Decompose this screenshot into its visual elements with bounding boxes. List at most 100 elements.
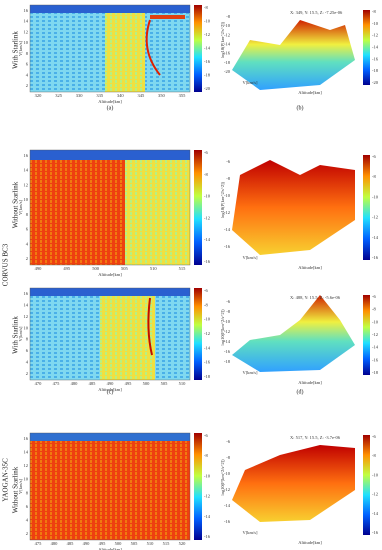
x-tick-label: 330 (76, 93, 84, 98)
x-axis-label: Altitude[km] (98, 387, 122, 392)
y-axis-label: V[km/s] (18, 479, 23, 495)
x-axis-label: Altitude[km] (98, 99, 122, 104)
x-tick-label: 485 (67, 541, 75, 546)
z-tick-label: -16 (224, 349, 231, 354)
colorbar (194, 433, 202, 540)
x-axis-label: Altitude[km] (298, 540, 322, 545)
colorbar-tick-label: -12 (372, 215, 378, 220)
colorbar-tick-label: -6 (204, 150, 208, 155)
z-tick-label: -6 (226, 439, 230, 444)
colorbar (194, 288, 202, 380)
colorbar-tick-label: -14 (204, 46, 211, 51)
y-tick-label: 10 (24, 197, 29, 202)
x-tick-label: 320 (35, 93, 43, 98)
y-tick-label: 8 (26, 212, 29, 217)
colorbar-tick-label: -8 (372, 307, 376, 312)
colorbar-tick-label: -18 (204, 73, 211, 78)
x-tick-label: 505 (121, 266, 129, 271)
y-tick-label: 16 (24, 291, 29, 296)
z-tick-label: -20 (224, 69, 231, 74)
x-tick-label: 495 (99, 541, 107, 546)
z-tick-label: -10 (224, 193, 231, 198)
y-tick-label: 2 (26, 371, 28, 376)
heatmap-art (30, 5, 190, 540)
z-tick-label: -14 (224, 339, 231, 344)
y-tick-label: 16 (24, 153, 29, 158)
colorbar-tick-label: -12 (372, 33, 378, 38)
x-tick-label: 480 (51, 541, 59, 546)
y-axis-label: V[km/s] (243, 530, 259, 535)
caption: (c) (107, 388, 114, 395)
x-tick-label: 505 (161, 381, 169, 386)
x-tick-label: 500 (115, 541, 123, 546)
z-tick-label: -12 (224, 32, 230, 37)
colorbar-tick-label: -8 (204, 5, 208, 10)
plot-frame (29, 149, 191, 266)
colorbar-tick-label: -16 (204, 259, 211, 264)
colorbar-tick-label: -6 (372, 154, 376, 159)
z-tick-label: -10 (224, 23, 231, 28)
colorbar-tick-label: -20 (372, 80, 379, 85)
x-tick-label: 505 (131, 541, 139, 546)
colorbar (363, 155, 370, 260)
surface-art (232, 20, 355, 522)
y-tick-label: 4 (26, 360, 29, 365)
colorbar-tick-label: -16 (372, 357, 379, 362)
y-tick-label: 6 (26, 62, 29, 67)
colorbar-tick-label: -14 (372, 511, 379, 516)
colorbar-tick-label: -6 (372, 294, 376, 299)
x-tick-label: 515 (179, 266, 187, 271)
z-tick-label: -14 (224, 42, 231, 47)
z-tick-label: -18 (224, 60, 231, 65)
x-tick-label: 475 (53, 381, 61, 386)
colorbar-tick-label: -16 (372, 530, 379, 535)
z-tick-label: -16 (224, 51, 231, 56)
x-tick-label: 340 (117, 93, 125, 98)
colorbar-tick-label: -8 (372, 174, 376, 179)
z-axis-label: log10(P[km^2/s^2]) (220, 309, 225, 346)
z-axis-label: log10(P[km^2/s^2]) (220, 21, 225, 58)
x-axis-label: Altitude[km] (298, 380, 322, 385)
x-axis-label: Altitude[km] (98, 272, 122, 277)
y-tick-label: 4 (26, 241, 29, 246)
y-tick-label: 4 (26, 517, 29, 522)
x-axis-label: Altitude[km] (98, 547, 122, 550)
colorbar-tick-label: -12 (204, 494, 210, 499)
y-axis-label: V[km/s] (18, 41, 23, 57)
annotation: X: 349, Y: 15.5, Z: -7.25e-06 (290, 10, 343, 16)
colorbar-tick-label: -14 (372, 235, 379, 240)
x-tick-label: 325 (55, 93, 63, 98)
z-axis-label: log10(P[km^2/s^2]) (220, 181, 225, 218)
y-tick-label: 12 (24, 314, 29, 319)
row-label: Without Starlink (12, 466, 20, 513)
z-tick-label: -14 (224, 503, 231, 508)
z-tick-label: -12 (224, 487, 230, 492)
row-label: With Starlink (12, 316, 20, 354)
colorbar-tick-label: -18 (204, 374, 211, 379)
y-tick-label: 14 (24, 450, 29, 455)
colorbar-tick-label: -10 (372, 194, 379, 199)
z-tick-label: -8 (226, 176, 230, 181)
z-tick-label: -8 (226, 14, 230, 19)
x-tick-label: 490 (35, 266, 43, 271)
colorbar-tick-label: -14 (204, 514, 211, 519)
annotation: X: 488, Y: 15.5, Z: -5.6e-06 (290, 295, 341, 301)
y-tick-label: 16 (24, 436, 29, 441)
colorbar-tick-label: -14 (372, 345, 379, 350)
colorbar-tick-label: -10 (204, 19, 211, 24)
colorbar-tick-label: -8 (204, 302, 208, 307)
group-label: CORVUS BC3 (2, 243, 10, 286)
x-tick-label: 485 (89, 381, 97, 386)
x-tick-label: 495 (125, 381, 133, 386)
x-tick-label: 480 (71, 381, 79, 386)
colorbar-tick-label: -16 (204, 534, 211, 539)
z-tick-label: -8 (226, 309, 230, 314)
colorbar-tick-label: -14 (372, 45, 379, 50)
colorbar-tick-label: -8 (372, 9, 376, 14)
y-tick-label: 4 (26, 72, 29, 77)
x-tick-label: 520 (179, 541, 187, 546)
colorbar-tick-label: -16 (372, 255, 379, 260)
colorbar-tick-label: -16 (204, 360, 211, 365)
z-tick-label: -8 (226, 455, 230, 460)
z-tick-label: -18 (224, 359, 231, 364)
